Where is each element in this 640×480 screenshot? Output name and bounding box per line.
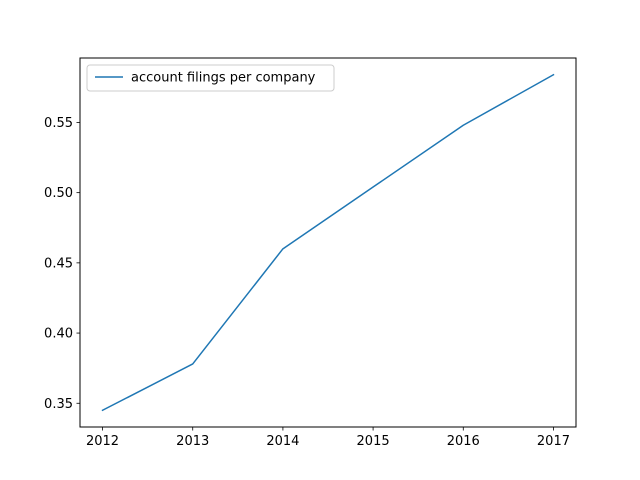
y-tick-label: 0.55 [44,116,73,131]
plot-frame [79,57,577,428]
y-tick-label: 0.50 [44,186,73,201]
y-tick-label: 0.45 [44,256,73,271]
series-line [101,73,555,412]
plot-area [80,58,576,427]
x-tick-label: 2012 [86,434,119,449]
legend-box [86,64,335,92]
series-layer [101,73,555,412]
x-tick-label: 2014 [266,434,299,449]
y-tick-label: 0.40 [44,327,73,342]
x-axis: 2012 2013 2014 2015 2016 2017 [86,427,570,449]
x-tick-label: 2016 [447,434,480,449]
legend-series-label: account filings per company [131,71,316,86]
legend: account filings per company [86,64,335,92]
x-tick-label: 2013 [176,434,209,449]
x-tick-label: 2017 [537,434,570,449]
y-tick-label: 0.35 [44,397,73,412]
x-tick-label: 2015 [357,434,390,449]
y-axis: 0.35 0.40 0.45 0.50 0.55 [44,116,80,412]
